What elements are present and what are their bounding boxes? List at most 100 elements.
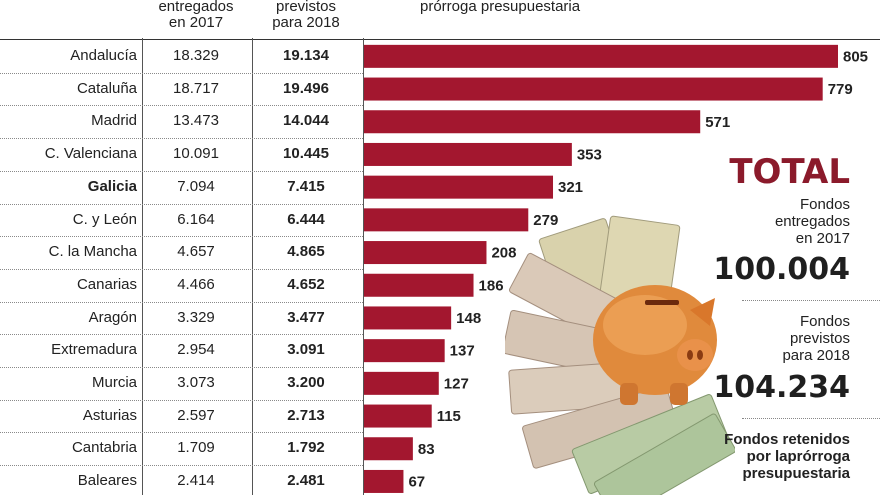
value-2017: 7.094 (177, 177, 215, 195)
bar-value-label: 321 (558, 179, 583, 196)
bar-value-label: 137 (450, 343, 475, 360)
region-name: C. Valenciana (44, 145, 137, 163)
value-2017: 18.717 (173, 79, 219, 97)
value-2018: 3.200 (287, 374, 325, 391)
divider (742, 418, 880, 419)
row-divider (0, 367, 363, 368)
value-2017: 10.091 (173, 145, 219, 163)
region-name: Cantabria (71, 439, 137, 457)
bar-C. y León (364, 208, 529, 232)
value-2017: 2.597 (177, 406, 215, 424)
value-2017: 3.329 (177, 308, 215, 326)
value-2018: 10.445 (283, 145, 329, 163)
bar-C. la Mancha (364, 241, 487, 265)
bar-Baleares (364, 469, 404, 493)
value-2018: 19.496 (283, 79, 329, 97)
value-2017: 18.329 (173, 47, 219, 64)
value-2017: 2.954 (177, 341, 215, 359)
bar-value-label: 779 (828, 81, 853, 98)
entregados-label: Fondos entregados en 2017 (774, 196, 850, 247)
value-2018: 2.713 (287, 406, 325, 424)
value-2018: 1.792 (287, 439, 325, 457)
value-2018: 14.044 (283, 112, 329, 130)
value-2018: 19.134 (283, 47, 329, 64)
row-divider (0, 105, 363, 107)
bar-value-label: 571 (705, 114, 730, 131)
value-2017: 13.473 (173, 112, 219, 130)
bar-value-label: 115 (437, 408, 461, 425)
region-name: Extremadura (51, 341, 137, 359)
region-name: Andalucía (70, 47, 137, 64)
value-2018: 4.865 (287, 243, 325, 261)
bar-Galicia (364, 175, 554, 199)
header-rule (0, 39, 880, 40)
bar-value-label: 208 (491, 245, 516, 262)
row-divider (0, 72, 363, 74)
value-2017: 6.164 (177, 210, 215, 228)
bar-Murcia (364, 371, 439, 395)
bar-C. Valenciana (364, 142, 572, 166)
bar-Asturias (364, 404, 432, 428)
piggy-bank-with-euro-notes-icon (505, 215, 735, 495)
divider (742, 300, 880, 301)
bar-Madrid (364, 110, 701, 134)
bar-value-label: 67 (408, 473, 425, 490)
row-divider (0, 301, 363, 303)
row-divider (0, 465, 363, 467)
row-divider (0, 138, 363, 140)
value-2018: 7.415 (287, 177, 325, 195)
region-name: C. y León (72, 210, 137, 228)
bar-Cantabria (364, 437, 413, 461)
total-title: TOTAL (729, 152, 850, 192)
value-2017: 4.466 (177, 275, 215, 293)
value-2017: 1.709 (177, 439, 215, 457)
region-name: Galicia (87, 177, 137, 195)
previstos-label: Fondos previstos para 2018 (782, 313, 850, 364)
row-divider (0, 170, 363, 172)
value-2018: 3.091 (287, 341, 325, 359)
region-name: Madrid (91, 112, 137, 130)
value-2017: 3.073 (177, 374, 215, 391)
column-divider (142, 38, 143, 495)
value-2018: 2.481 (287, 472, 325, 490)
bar-value-label: 353 (577, 146, 602, 163)
bar-Cataluña (364, 77, 823, 101)
region-name: Aragón (88, 308, 137, 326)
region-name: Murcia (91, 374, 137, 391)
bar-value-label: 127 (444, 375, 469, 392)
bar-Extremadura (364, 339, 445, 363)
region-name: Canarias (76, 275, 137, 293)
bar-value-label: 805 (843, 48, 868, 65)
row-divider (0, 203, 363, 205)
column-divider (252, 38, 253, 495)
row-divider (0, 432, 363, 434)
bar-value-label: 186 (479, 277, 504, 294)
header-chart-title: prórroga presupuestaria (420, 0, 581, 15)
bar-Canarias (364, 273, 474, 297)
bar-Andalucía (364, 44, 838, 68)
bar-value-label: 83 (418, 441, 435, 458)
value-2018: 3.477 (287, 308, 325, 326)
entregados-total: 100.004 (713, 252, 850, 287)
row-divider (0, 236, 363, 238)
value-2017: 4.657 (177, 243, 215, 261)
row-divider (0, 268, 363, 270)
retenidos-label: Fondos retenidos por laprórroga presupue… (724, 431, 850, 482)
value-2018: 6.444 (287, 210, 325, 228)
region-name: Baleares (77, 472, 137, 490)
header-entregados-2017: entregados en 2017 (158, 0, 234, 31)
value-2017: 2.414 (177, 472, 215, 490)
region-name: Asturias (82, 406, 137, 424)
previstos-total: 104.234 (713, 370, 850, 405)
region-name: C. la Mancha (48, 243, 137, 261)
value-2018: 4.652 (287, 275, 325, 293)
region-name: Cataluña (76, 79, 137, 97)
column-divider (363, 38, 364, 495)
header-previstos-2018: previstos para 2018 (272, 0, 340, 31)
bar-Aragón (364, 306, 452, 330)
bar-value-label: 148 (456, 310, 481, 327)
bar-value-label: 279 (533, 212, 558, 229)
row-divider (0, 334, 363, 336)
row-divider (0, 399, 363, 401)
